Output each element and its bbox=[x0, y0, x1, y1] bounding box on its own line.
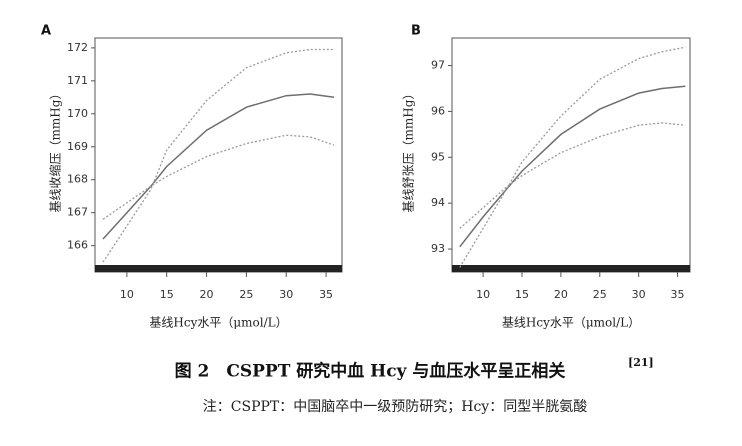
y-axis-title: 基线收缩压（mmHg） bbox=[48, 88, 63, 213]
y-tick-label: 96 bbox=[431, 104, 445, 117]
x-tick-label: 30 bbox=[632, 288, 646, 301]
panel-label: B bbox=[411, 24, 421, 39]
y-tick-label: 93 bbox=[431, 242, 445, 255]
y-tick-label: 95 bbox=[431, 150, 445, 163]
series-line bbox=[459, 122, 686, 229]
x-tick-label: 30 bbox=[279, 288, 293, 301]
x-axis-title: 基线Hcy水平（μmol/L） bbox=[149, 316, 287, 330]
series-line bbox=[459, 46, 686, 268]
y-axis-title: 基线舒张压（mmHg） bbox=[402, 88, 416, 213]
y-tick-label: 168 bbox=[67, 173, 88, 186]
figure-caption: 图 2 CSPPT 研究中血 Hcy 与血压水平呈正相关 bbox=[175, 361, 566, 382]
x-tick-label: 15 bbox=[160, 288, 174, 301]
x-axis-title: 基线Hcy水平（μmol/L） bbox=[502, 316, 640, 330]
x-tick-label: 25 bbox=[239, 288, 253, 301]
y-tick-label: 167 bbox=[67, 206, 88, 219]
series-line bbox=[102, 134, 335, 220]
x-tick-label: 25 bbox=[593, 288, 607, 301]
plot-frame bbox=[94, 37, 343, 273]
x-tick-label: 35 bbox=[671, 288, 685, 301]
y-tick-label: 169 bbox=[67, 140, 88, 153]
rug bbox=[95, 265, 342, 272]
x-tick-label: 35 bbox=[319, 288, 333, 301]
caption-reference: [21] bbox=[628, 356, 654, 369]
x-tick-label: 20 bbox=[200, 288, 214, 301]
plot-frame bbox=[451, 37, 691, 273]
y-tick-label: 170 bbox=[67, 107, 88, 120]
series-line bbox=[102, 48, 334, 263]
x-tick-label: 10 bbox=[476, 288, 490, 301]
x-tick-label: 10 bbox=[120, 288, 134, 301]
rug bbox=[452, 265, 690, 272]
y-tick-label: 166 bbox=[67, 239, 88, 252]
y-tick-label: 171 bbox=[67, 74, 88, 87]
figure-note: 注：CSPPT：中国脑卒中一级预防研究；Hcy：同型半胱氨酸 bbox=[203, 399, 587, 415]
y-tick-label: 97 bbox=[431, 59, 445, 72]
panel-label: A bbox=[41, 24, 51, 39]
series-line bbox=[459, 85, 686, 248]
series-line bbox=[102, 93, 335, 240]
y-tick-label: 172 bbox=[67, 41, 88, 54]
x-tick-label: 15 bbox=[515, 288, 529, 301]
y-tick-label: 94 bbox=[431, 196, 445, 209]
x-tick-label: 20 bbox=[554, 288, 568, 301]
